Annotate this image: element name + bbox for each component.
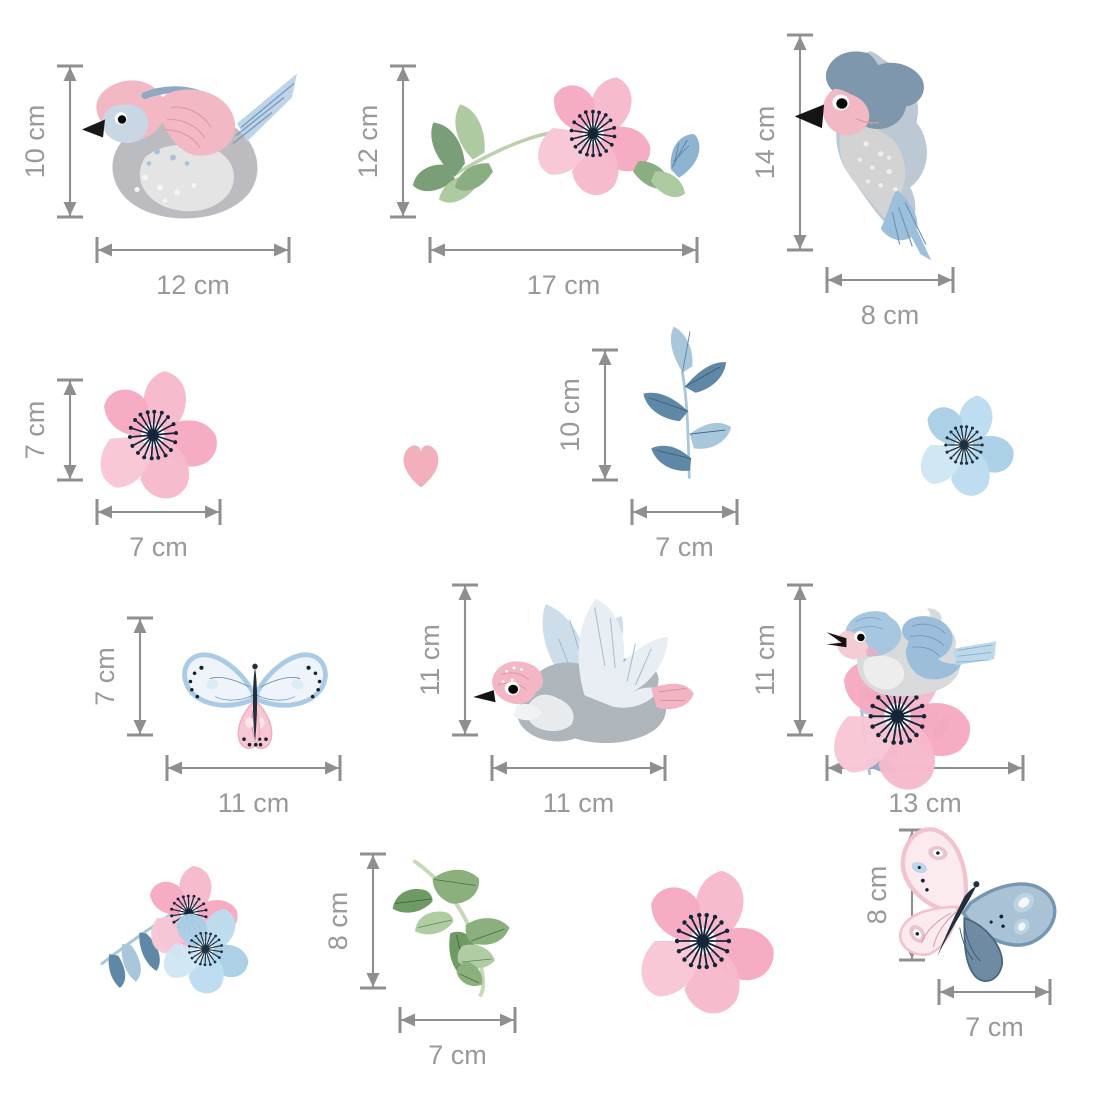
svg-text:11 cm: 11 cm: [750, 624, 780, 696]
svg-text:10 cm: 10 cm: [20, 105, 50, 179]
svg-text:12 cm: 12 cm: [353, 105, 383, 179]
svg-text:8 cm: 8 cm: [862, 866, 892, 925]
svg-text:7 cm: 7 cm: [90, 647, 120, 706]
svg-text:7 cm: 7 cm: [20, 401, 50, 460]
svg-text:11 cm: 11 cm: [543, 788, 615, 818]
svg-text:8 cm: 8 cm: [323, 892, 353, 951]
svg-text:11 cm: 11 cm: [415, 624, 445, 696]
svg-text:8 cm: 8 cm: [861, 300, 920, 330]
svg-text:10 cm: 10 cm: [555, 378, 585, 452]
svg-text:17 cm: 17 cm: [527, 270, 601, 300]
svg-text:7 cm: 7 cm: [655, 532, 714, 562]
svg-text:7 cm: 7 cm: [428, 1040, 487, 1070]
svg-text:14 cm: 14 cm: [750, 106, 780, 180]
svg-text:12 cm: 12 cm: [156, 270, 230, 300]
svg-text:7 cm: 7 cm: [129, 532, 188, 562]
svg-text:13 cm: 13 cm: [888, 788, 962, 818]
svg-text:7 cm: 7 cm: [965, 1012, 1024, 1042]
svg-text:11 cm: 11 cm: [218, 788, 290, 818]
